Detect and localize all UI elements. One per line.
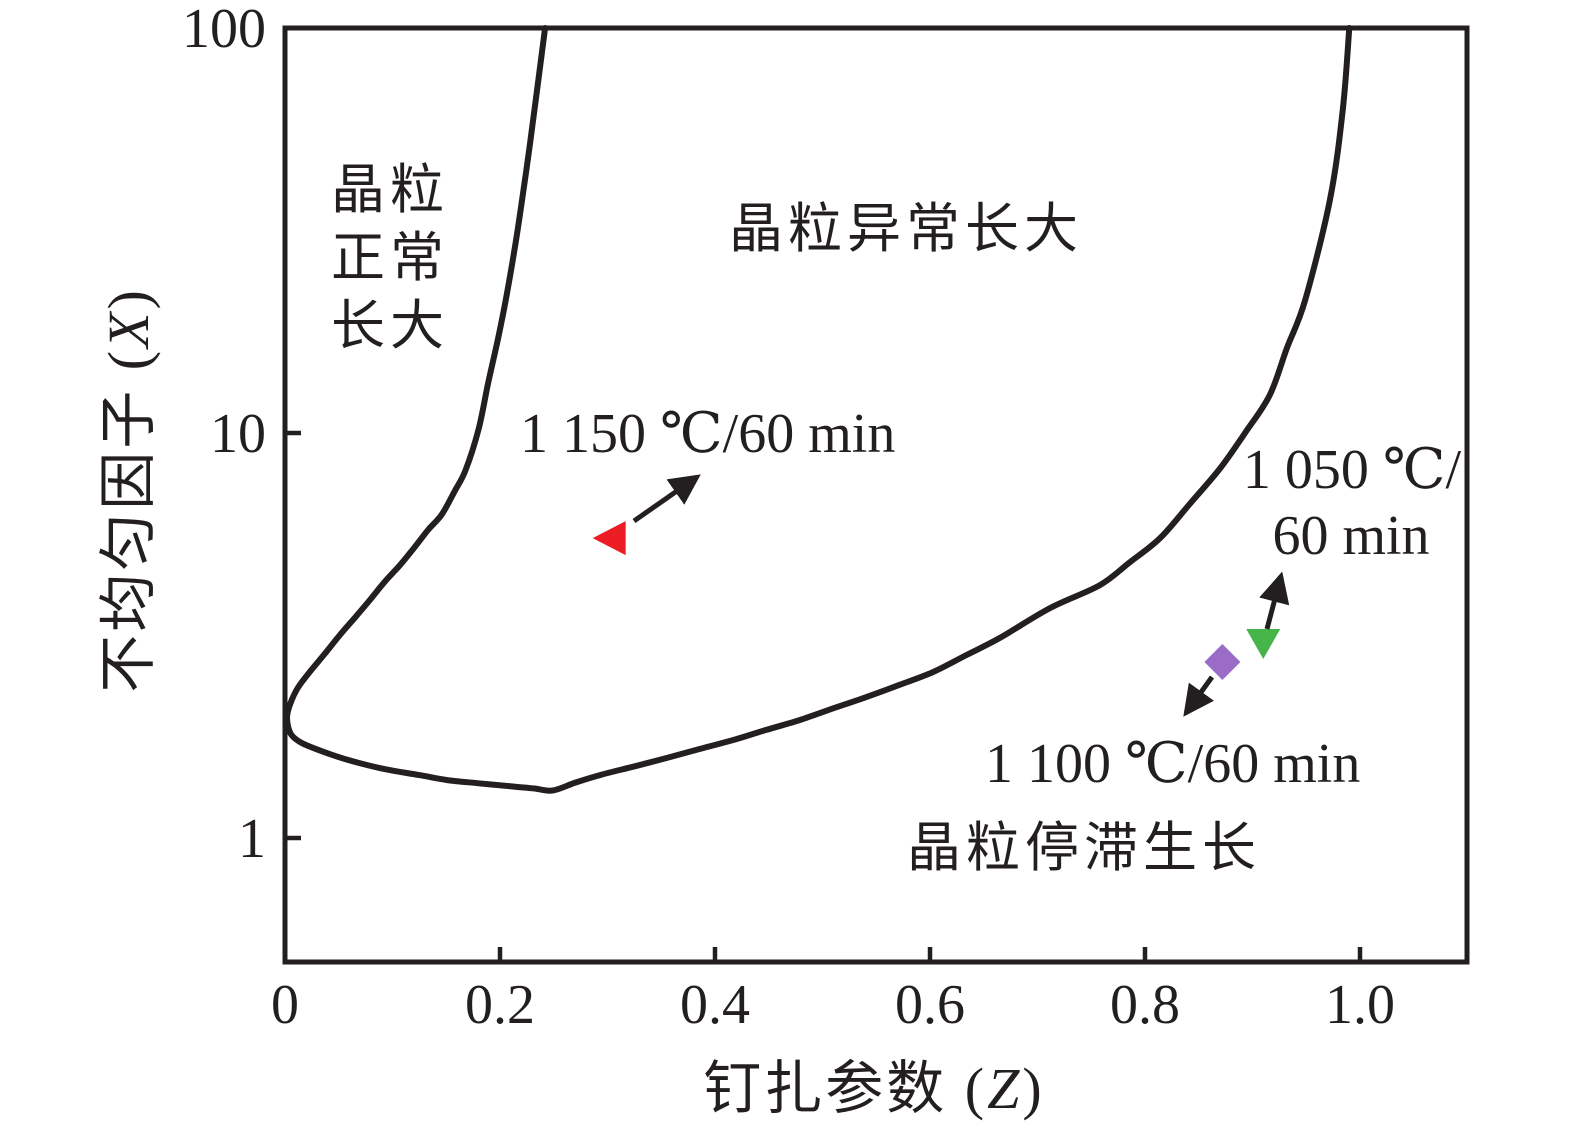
annotation-1150-arrow bbox=[632, 474, 701, 524]
x-tick-label: 0 bbox=[271, 974, 299, 1036]
annotation-1100-arrow bbox=[1183, 675, 1215, 717]
y-axis-label: 不均匀因子 (X) bbox=[96, 287, 161, 693]
x-tick-label: 1.0 bbox=[1325, 974, 1395, 1036]
x-tick-label: 0.4 bbox=[680, 974, 750, 1036]
y-tick-label: 100 bbox=[182, 0, 266, 60]
region-label-normal-growth-line3: 长大 bbox=[331, 296, 449, 356]
boundary-curves bbox=[284, 25, 1353, 794]
axis-ticks: 0 0.2 0.4 0.6 0.8 1.0 1 10 100 bbox=[182, 0, 1395, 1036]
region-label-normal-growth-line1: 晶粒 bbox=[331, 160, 449, 220]
y-tick-label: 1 bbox=[238, 808, 266, 870]
annotation-1050-line2: 60 min bbox=[1272, 505, 1429, 567]
x-axis-label: 钉扎参数 (Z) bbox=[703, 1056, 1044, 1121]
annotation-1150: 1 150 ℃/60 min bbox=[520, 403, 895, 465]
region-label-normal-growth-line2: 正常 bbox=[331, 228, 449, 288]
marker-triangle-down bbox=[1246, 629, 1281, 660]
region-label-abnormal-growth: 晶粒异常长大 bbox=[729, 199, 1083, 259]
growth-boundary-curve bbox=[284, 25, 1353, 794]
data-markers bbox=[592, 521, 1281, 680]
marker-triangle-left bbox=[592, 521, 626, 556]
plot-border bbox=[282, 25, 1470, 965]
x-tick-label: 0.6 bbox=[895, 974, 965, 1036]
x-tick-label: 0.8 bbox=[1110, 974, 1180, 1036]
marker-diamond bbox=[1204, 643, 1241, 680]
annotation-1100: 1 100 ℃/60 min bbox=[985, 733, 1360, 795]
annotation-1050-arrow bbox=[1259, 571, 1290, 630]
annotation-1050-line1: 1 050 ℃/ bbox=[1243, 439, 1462, 501]
x-tick-label: 0.2 bbox=[465, 974, 535, 1036]
y-tick-label: 10 bbox=[210, 403, 266, 465]
region-label-stagnant-growth: 晶粒停滞生长 bbox=[907, 818, 1261, 878]
